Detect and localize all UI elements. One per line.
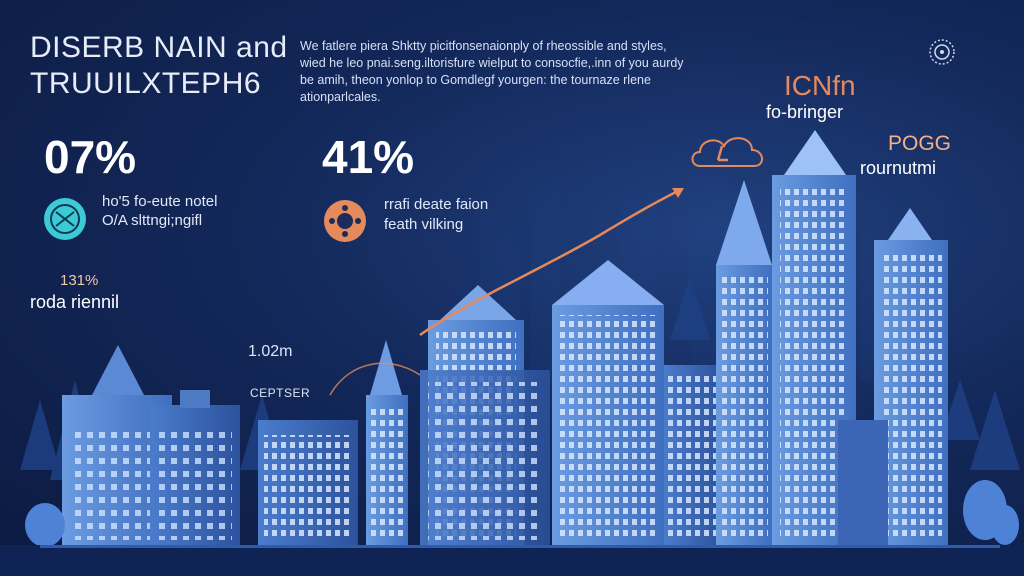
cloud-icon bbox=[691, 137, 763, 167]
mid-label-value: 1.02m bbox=[248, 343, 293, 360]
small-stat-caption: roda riennil bbox=[30, 292, 120, 312]
stat-caption-2b: feath vilking bbox=[384, 216, 464, 233]
right-label-1-caption: fo-bringer bbox=[766, 102, 844, 122]
stat-caption-1a: ho'5 fo-eute notel bbox=[102, 193, 218, 210]
stat-value-1: 07% bbox=[44, 131, 137, 183]
stat-caption-2a: rrafi deate faion bbox=[384, 196, 489, 213]
title-line-1: DISERB NAIN and bbox=[30, 31, 288, 64]
intro-paragraph: We fatlere piera Shktty picitfonsenaionp… bbox=[300, 39, 684, 104]
title-line-2: TRUUILXTEPH6 bbox=[30, 67, 262, 100]
gear-icon bbox=[929, 39, 955, 65]
growth-arrow bbox=[419, 188, 681, 337]
network-icon bbox=[44, 198, 86, 240]
right-label-2-value: POGG bbox=[888, 132, 952, 155]
mid-label-caption: CEPTSER bbox=[250, 386, 311, 400]
right-label-2-caption: rournutmi bbox=[860, 158, 937, 178]
page-title: DISERB NAIN and TRUUILXTEPH6 bbox=[30, 30, 288, 102]
stat-caption-1b: O/A slttngi;ngifl bbox=[102, 212, 203, 229]
right-label-1-value: ICNfn bbox=[784, 70, 856, 101]
hub-icon bbox=[324, 200, 366, 242]
small-stat-value: 131% bbox=[60, 272, 99, 289]
stat-value-2: 41% bbox=[322, 131, 415, 183]
